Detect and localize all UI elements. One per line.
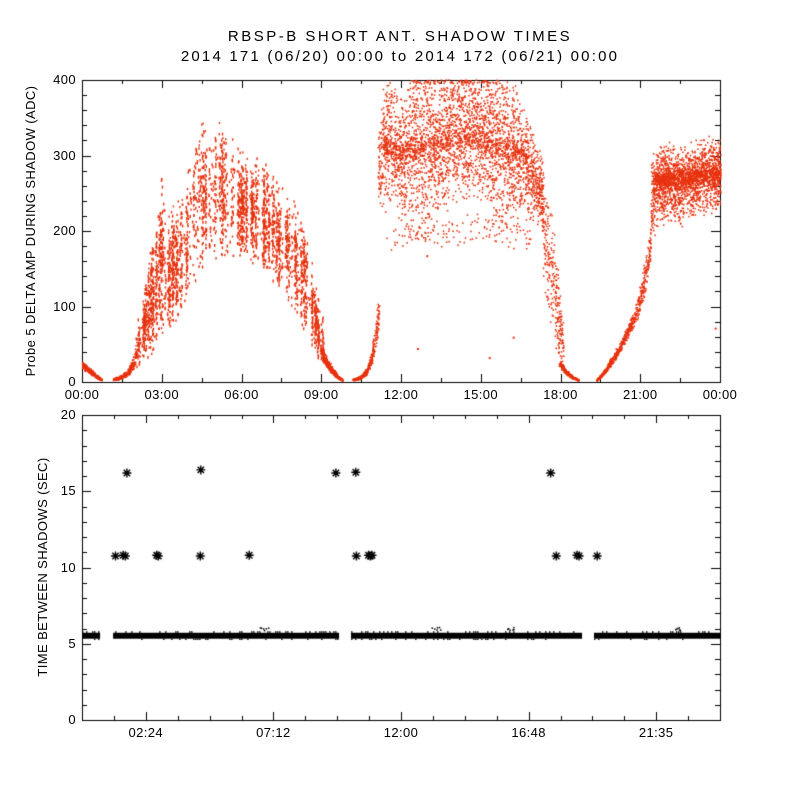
x-tick-label-top: 00:00: [702, 387, 738, 402]
x-tick-label-bottom: 02:24: [128, 725, 164, 740]
y-tick-label-bottom: 15: [60, 483, 76, 499]
x-tick-label-top: 09:00: [303, 387, 339, 402]
x-tick-label-top: 06:00: [224, 387, 259, 402]
x-tick-label-bottom: 21:35: [638, 725, 674, 740]
y-tick-label-top: 100: [53, 298, 76, 314]
x-tick-label-bottom: 07:12: [256, 725, 291, 740]
y-tick-label-top: 200: [53, 223, 76, 238]
x-tick-label-top: 00:00: [64, 387, 100, 402]
x-tick-label-bottom: 12:00: [383, 725, 419, 740]
x-tick-label-top: 15:00: [463, 387, 499, 402]
y-tick-label-bottom: 5: [68, 635, 76, 651]
y-tick-label-bottom: 0: [68, 712, 76, 727]
x-tick-label-top: 12:00: [383, 387, 419, 402]
x-tick-label-top: 18:00: [543, 387, 578, 402]
chart-title: RBSP-B SHORT ANT. SHADOW TIMES: [227, 28, 573, 45]
y-tick-label-top: 300: [53, 147, 76, 163]
x-tick-label-top: 03:00: [144, 387, 180, 402]
x-tick-label-bottom: 16:48: [511, 725, 546, 740]
y-tick-label-bottom: 10: [60, 559, 76, 575]
x-tick-label-top: 21:00: [622, 387, 658, 402]
chart-subtitle: 2014 171 (06/20) 00:00 to 2014 172 (06/2…: [180, 48, 620, 65]
y-tick-label-top: 400: [53, 72, 76, 87]
y-tick-label-bottom: 20: [60, 407, 76, 422]
y-tick-label-top: 0: [68, 374, 76, 389]
